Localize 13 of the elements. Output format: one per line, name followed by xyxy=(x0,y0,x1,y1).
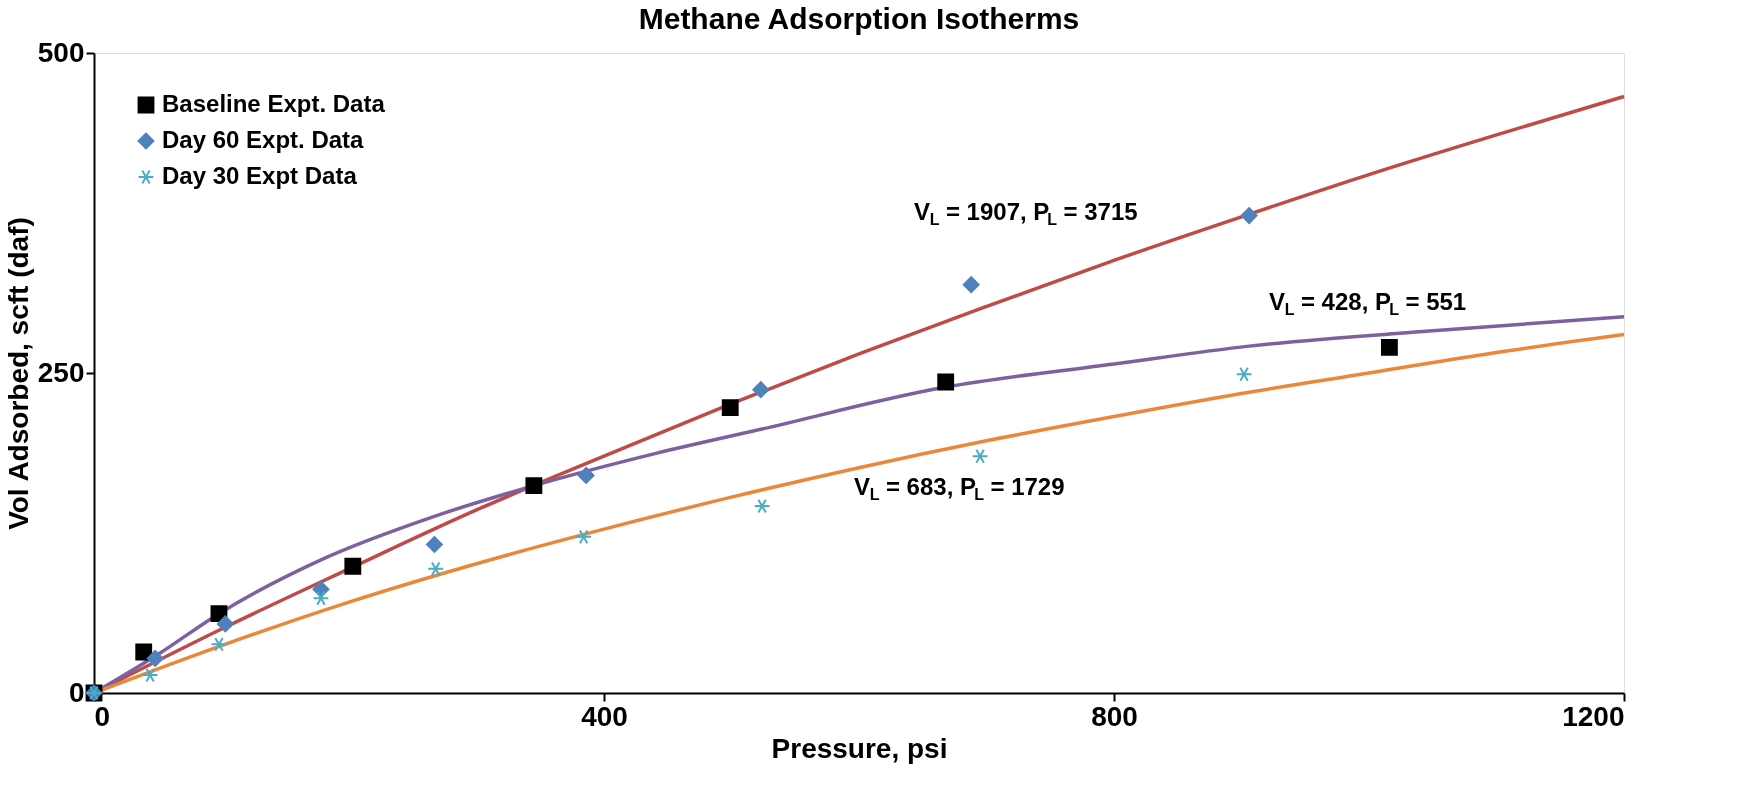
legend-label: Day 60 Expt. Data xyxy=(162,126,365,153)
y-tick-label: 0 xyxy=(68,676,85,708)
y-axis-title: Vol Adsorbed, scft (daf) xyxy=(2,217,34,530)
chart-title: Methane Adsorption Isotherms xyxy=(638,2,1080,35)
y-tick-label: 250 xyxy=(37,356,85,388)
x-axis-title: Pressure, psi xyxy=(771,732,948,764)
y-tick-label: 500 xyxy=(37,36,85,68)
x-tick-label: 800 xyxy=(1091,700,1138,732)
legend-label: Day 30 Expt Data xyxy=(162,162,358,189)
x-tick-label: 0 xyxy=(94,700,111,732)
x-tick-label: 1200 xyxy=(1562,700,1625,732)
legend-label: Baseline Expt. Data xyxy=(162,90,386,117)
x-tick-label: 400 xyxy=(581,700,628,732)
